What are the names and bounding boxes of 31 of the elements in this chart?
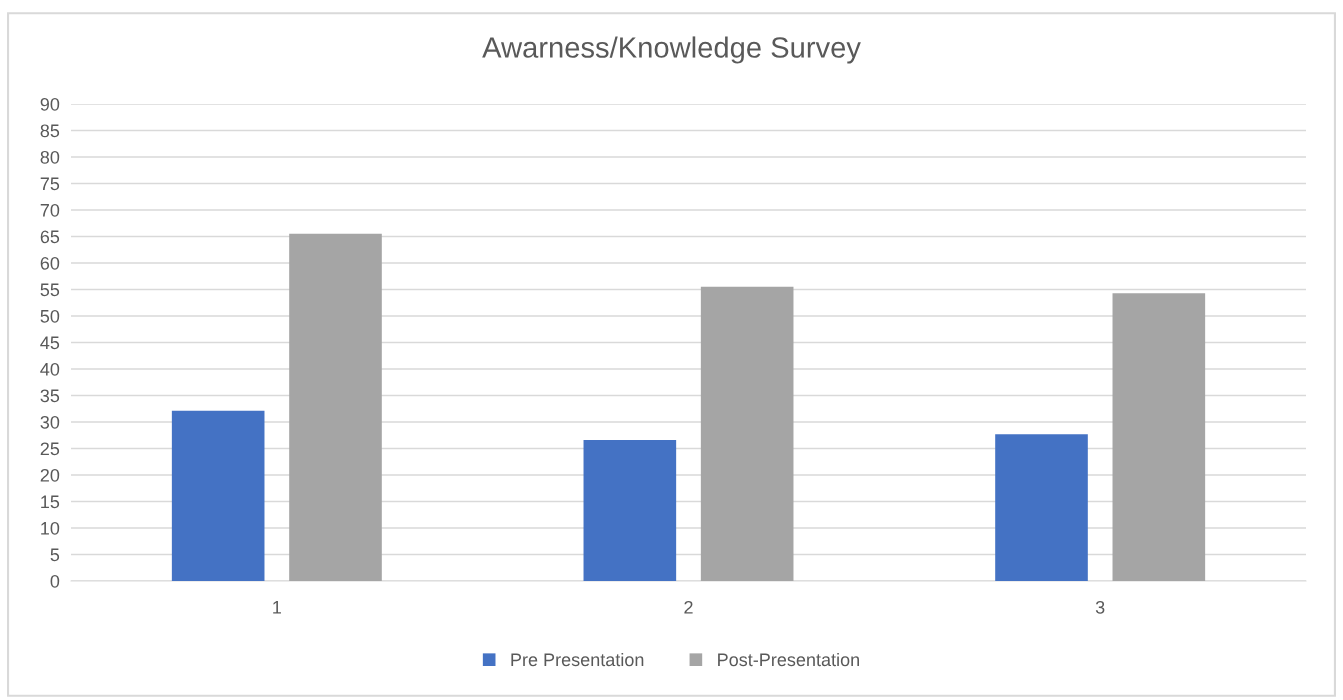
bar bbox=[700, 286, 794, 581]
y-tick-label: 0 bbox=[50, 574, 60, 588]
y-tick-label: 25 bbox=[40, 442, 60, 456]
y-tick-label: 65 bbox=[40, 230, 60, 244]
bar bbox=[289, 233, 382, 581]
y-tick-label: 75 bbox=[40, 177, 60, 191]
y-tick-label: 45 bbox=[40, 336, 60, 350]
legend-label: Pre Presentation bbox=[511, 652, 644, 667]
y-tick-label: 40 bbox=[40, 362, 60, 376]
y-tick-label: 20 bbox=[40, 468, 60, 482]
bar bbox=[1112, 293, 1206, 581]
legend-label: Post-Presentation bbox=[718, 652, 859, 667]
bar bbox=[995, 434, 1088, 581]
bar bbox=[583, 440, 677, 581]
y-tick-label: 90 bbox=[40, 97, 60, 111]
y-tick-label: 55 bbox=[40, 283, 60, 297]
y-tick-label: 80 bbox=[40, 150, 60, 164]
y-tick-label: 15 bbox=[41, 495, 60, 509]
x-tick-label: 1 bbox=[273, 601, 281, 614]
bar bbox=[171, 410, 265, 581]
y-tick-label: 85 bbox=[40, 124, 60, 138]
y-tick-label: 5 bbox=[50, 548, 60, 562]
x-tick-label: 2 bbox=[684, 600, 693, 614]
y-tick-label: 35 bbox=[40, 389, 60, 403]
y-tick-label: 60 bbox=[40, 256, 60, 270]
y-tick-label: 10 bbox=[41, 521, 60, 535]
y-tick-label: 70 bbox=[40, 203, 60, 217]
y-tick-label: 50 bbox=[40, 309, 60, 323]
y-tick-label: 30 bbox=[40, 415, 60, 429]
chart-title: Awarness/Knowledge Survey bbox=[482, 36, 861, 64]
x-tick-label: 3 bbox=[1095, 600, 1105, 614]
